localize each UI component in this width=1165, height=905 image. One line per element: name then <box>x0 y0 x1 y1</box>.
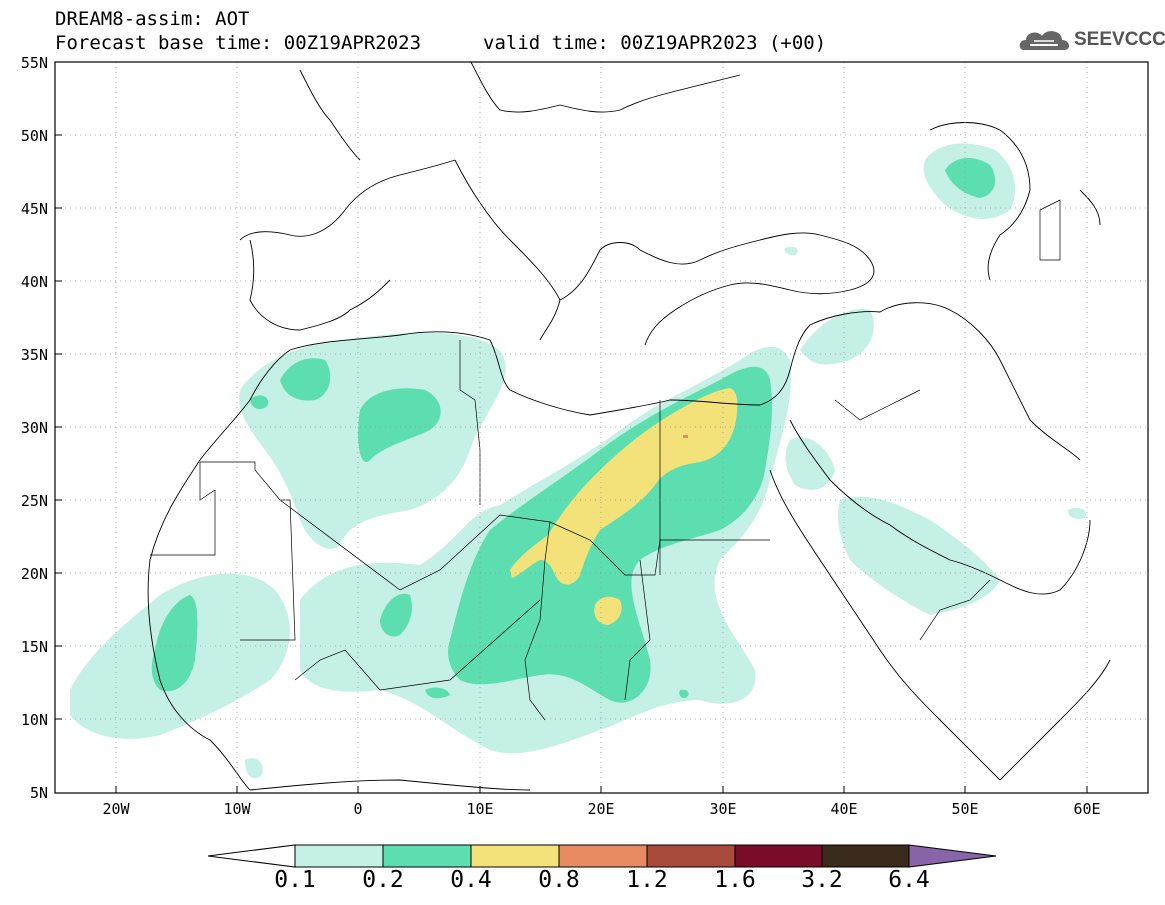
aot-region-libya-egypt <box>510 388 738 585</box>
lat-label: 40N <box>20 273 48 291</box>
aot-region-senegal <box>151 595 198 692</box>
aot-region-nigeria <box>425 687 450 699</box>
lon-label: 40E <box>830 800 858 818</box>
colorbar-bin-5 <box>646 844 736 868</box>
lon-label: 50E <box>951 800 979 818</box>
aot-region-small-5 <box>938 588 960 607</box>
map-title: DREAM8-assim: AOT <box>55 8 250 30</box>
gridlines <box>55 62 1148 793</box>
aot-region-levant <box>800 309 874 365</box>
lon-label: 10W <box>223 800 251 818</box>
lat-label: 5N <box>29 784 48 802</box>
colorbar-under-arrow <box>207 844 296 868</box>
axis-ticks <box>55 134 1088 793</box>
aot-region-small-6 <box>679 689 689 698</box>
lat-label: 15N <box>20 638 48 656</box>
colorbar-label: 0.2 <box>362 867 404 893</box>
lon-label: 20E <box>587 800 615 818</box>
colorbar-label: 1.2 <box>626 867 668 893</box>
lat-label: 25N <box>20 492 48 510</box>
aot-region-small-4 <box>784 246 798 256</box>
lat-label: 55N <box>20 54 48 72</box>
forecast-base-time: Forecast base time: 00Z19APR2023 valid ti… <box>55 32 826 54</box>
lon-label: 20W <box>102 800 130 818</box>
colorbar-label: 1.6 <box>714 867 756 893</box>
coastlines <box>147 62 1111 791</box>
lat-label: 45N <box>20 200 48 218</box>
lon-label: 0 <box>353 800 363 818</box>
aot-region-morocco-inner <box>358 388 441 462</box>
lat-label: 50N <box>20 127 48 145</box>
aot-region-small-2 <box>245 758 263 779</box>
lon-label: 30E <box>709 800 737 818</box>
aot-region-peak <box>683 435 688 438</box>
colorbar-label: 0.8 <box>538 867 580 893</box>
aot-shading <box>70 143 1087 779</box>
colorbar-bin-7 <box>821 844 910 868</box>
aot-region-atlas <box>280 358 331 401</box>
aot-region-small-3 <box>1068 507 1087 519</box>
colorbar <box>207 844 997 868</box>
valid-time-label: valid time: 00Z19APR2023 (+00) <box>483 32 827 54</box>
colorbar-label: 0.1 <box>274 867 316 893</box>
colorbar-bin-4 <box>558 844 648 868</box>
cloud-icon <box>1019 31 1070 50</box>
lon-label: 60E <box>1073 800 1101 818</box>
colorbar-label: 6.4 <box>888 867 930 893</box>
colorbar-bin-3 <box>470 844 560 868</box>
lat-label: 30N <box>20 419 48 437</box>
colorbar-label: 0.4 <box>450 867 492 893</box>
lat-label: 35N <box>20 346 48 364</box>
aot-region-mali <box>380 593 412 637</box>
aot-region-egypt-east <box>785 437 835 490</box>
lat-label: 10N <box>20 711 48 729</box>
borders <box>150 199 1061 721</box>
logo-text: SEEVCCC <box>1074 29 1165 50</box>
colorbar-bin-6 <box>734 844 823 868</box>
aot-region-atlas-2 <box>250 395 269 410</box>
colorbar-bin-2 <box>382 844 472 868</box>
aot-region-caspian-2 <box>945 158 996 198</box>
colorbar-over-arrow <box>908 844 997 868</box>
aot-region-arabia <box>838 496 1000 615</box>
colorbar-label: 3.2 <box>801 867 843 893</box>
colorbar-bin-1 <box>294 844 384 868</box>
lat-label: 20N <box>20 565 48 583</box>
base-time-label: Forecast base time: 00Z19APR2023 <box>55 32 422 54</box>
lon-label: 10E <box>466 800 494 818</box>
